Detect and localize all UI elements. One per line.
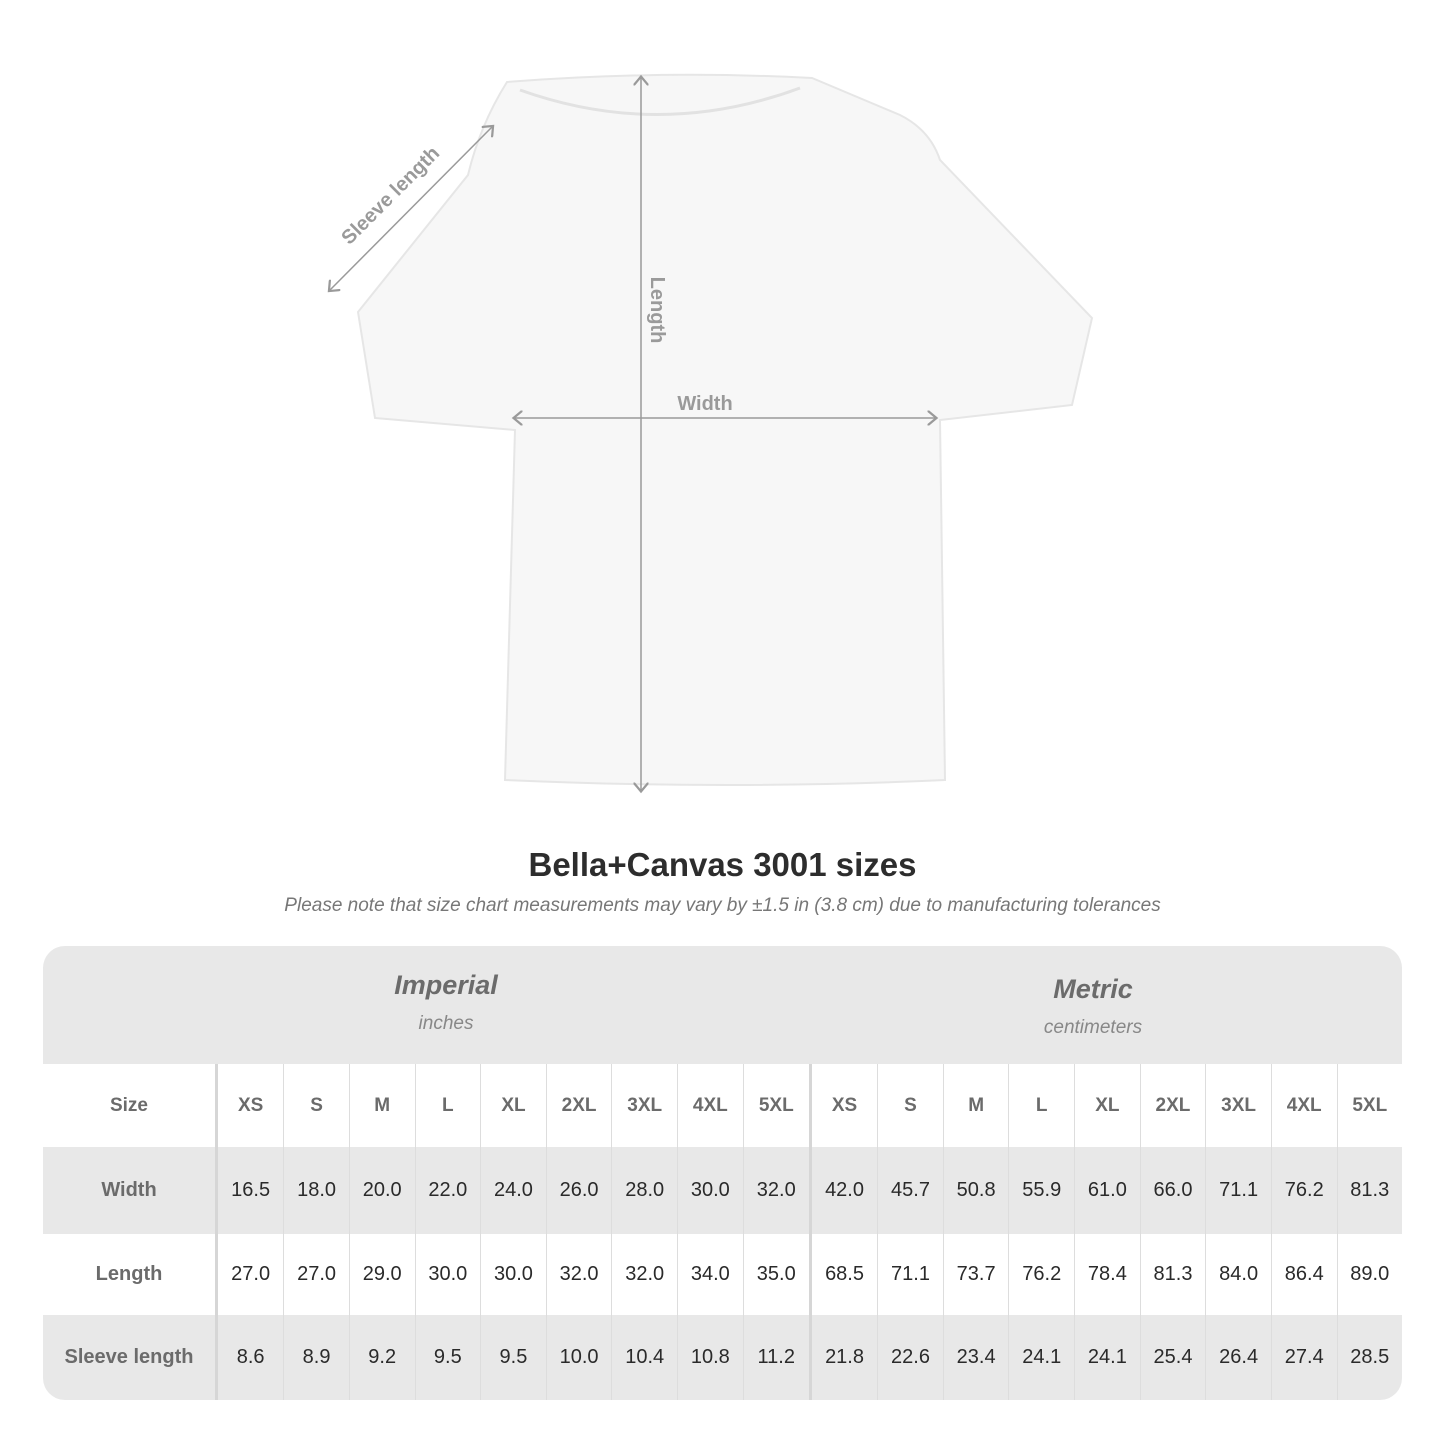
value-cell: 11.2 xyxy=(742,1315,811,1400)
value-cell: 8.9 xyxy=(283,1315,350,1400)
size-grid: Size XS S M L XL 2XL 3XL 4XL 5XL XS S M L XL 2XL 3XL 4XL 5… xyxy=(43,1064,1402,1400)
imperial-title: Imperial xyxy=(394,970,498,1000)
row-label: Length xyxy=(43,1234,218,1315)
collar xyxy=(519,86,801,116)
size-header-cell: M xyxy=(348,1064,416,1147)
size-header-cell: 5XL xyxy=(742,1064,811,1147)
value-cell: 28.0 xyxy=(611,1147,678,1234)
size-header-cell: 5XL xyxy=(1336,1064,1402,1147)
size-header-cell: XS xyxy=(808,1064,878,1147)
table-row: Length 27.0 27.0 29.0 30.0 30.0 32.0 32.0 34.0 35… xyxy=(43,1234,1402,1315)
value-cell: 10.0 xyxy=(545,1315,612,1400)
value-cell: 10.4 xyxy=(611,1315,678,1400)
value-cell: 10.8 xyxy=(677,1315,744,1400)
length-label: Length xyxy=(646,277,668,344)
value-cell: 27.0 xyxy=(283,1234,350,1315)
imperial-unit: inches xyxy=(418,1013,474,1034)
value-cell: 27.4 xyxy=(1270,1315,1338,1400)
size-header-cell: S xyxy=(877,1064,944,1147)
value-cell: 18.0 xyxy=(283,1147,350,1234)
value-cell: 76.2 xyxy=(1270,1147,1338,1234)
value-cell: 24.1 xyxy=(1074,1315,1141,1400)
tolerance-note: Please note that size chart measurements… xyxy=(284,895,1161,916)
imperial-header: Imperial inches xyxy=(216,970,676,1035)
value-cell: 55.9 xyxy=(1008,1147,1075,1234)
value-cell: 23.4 xyxy=(942,1315,1009,1400)
size-header-cell: 2XL xyxy=(545,1064,612,1147)
value-cell: 29.0 xyxy=(348,1234,416,1315)
table-row: Width 16.5 18.0 20.0 22.0 24.0 26.0 28.0 30.0 32.… xyxy=(43,1147,1402,1234)
value-cell: 22.6 xyxy=(877,1315,944,1400)
value-cell: 30.0 xyxy=(414,1234,481,1315)
value-cell: 71.1 xyxy=(1205,1147,1272,1234)
value-cell: 25.4 xyxy=(1139,1315,1206,1400)
tshirt-diagram: Sleeve length Length Width xyxy=(0,73,1094,830)
value-cell: 42.0 xyxy=(808,1147,878,1234)
size-header-cell: S xyxy=(283,1064,350,1147)
value-cell: 28.5 xyxy=(1336,1315,1402,1400)
tshirt-shape xyxy=(356,73,1094,786)
value-cell: 89.0 xyxy=(1336,1234,1402,1315)
size-header-cell: 3XL xyxy=(611,1064,678,1147)
size-header-cell: XS xyxy=(215,1064,284,1147)
value-cell: 66.0 xyxy=(1139,1147,1206,1234)
metric-header: Metric centimeters xyxy=(863,974,1323,1039)
value-cell: 16.5 xyxy=(215,1147,284,1234)
value-cell: 81.3 xyxy=(1336,1147,1402,1234)
width-label: Width xyxy=(677,393,732,415)
size-header-cell: 4XL xyxy=(677,1064,744,1147)
size-header-cell: 4XL xyxy=(1270,1064,1338,1147)
row-label: Width xyxy=(43,1147,218,1234)
value-cell: 30.0 xyxy=(480,1234,547,1315)
value-cell: 8.6 xyxy=(215,1315,284,1400)
size-header-cell: L xyxy=(414,1064,481,1147)
value-cell: 22.0 xyxy=(414,1147,481,1234)
value-cell: 84.0 xyxy=(1205,1234,1272,1315)
value-cell: 26.4 xyxy=(1205,1315,1272,1400)
size-header-cell: L xyxy=(1008,1064,1075,1147)
table-row: Sleeve length 8.6 8.9 9.2 9.5 9.5 10.0 10.4 10.8… xyxy=(43,1315,1402,1400)
value-cell: 68.5 xyxy=(808,1234,878,1315)
value-cell: 71.1 xyxy=(877,1234,944,1315)
row-label: Size xyxy=(43,1064,218,1147)
value-cell: 73.7 xyxy=(942,1234,1009,1315)
row-label: Sleeve length xyxy=(43,1315,218,1400)
value-cell: 32.0 xyxy=(742,1147,811,1234)
value-cell: 81.3 xyxy=(1139,1234,1206,1315)
value-cell: 9.5 xyxy=(414,1315,481,1400)
value-cell: 21.8 xyxy=(808,1315,878,1400)
value-cell: 20.0 xyxy=(348,1147,416,1234)
value-cell: 78.4 xyxy=(1074,1234,1141,1315)
metric-title: Metric xyxy=(1053,974,1133,1004)
size-row: Size XS S M L XL 2XL 3XL 4XL 5XL XS S M L XL 2XL 3XL 4XL 5… xyxy=(43,1064,1402,1147)
value-cell: 61.0 xyxy=(1074,1147,1141,1234)
value-cell: 32.0 xyxy=(611,1234,678,1315)
size-header-cell: 3XL xyxy=(1205,1064,1272,1147)
value-cell: 76.2 xyxy=(1008,1234,1075,1315)
value-cell: 34.0 xyxy=(677,1234,744,1315)
value-cell: 50.8 xyxy=(942,1147,1009,1234)
value-cell: 35.0 xyxy=(742,1234,811,1315)
value-cell: 9.2 xyxy=(348,1315,416,1400)
size-header-cell: M xyxy=(942,1064,1009,1147)
size-header-cell: XL xyxy=(1074,1064,1141,1147)
value-cell: 86.4 xyxy=(1270,1234,1338,1315)
value-cell: 26.0 xyxy=(545,1147,612,1234)
value-cell: 45.7 xyxy=(877,1147,944,1234)
size-table: Imperial inches Metric centimeters Size X… xyxy=(43,946,1402,1400)
unit-header: Imperial inches Metric centimeters xyxy=(43,946,1402,1064)
value-cell: 32.0 xyxy=(545,1234,612,1315)
chart-title: Bella+Canvas 3001 sizes xyxy=(528,846,917,883)
metric-unit: centimeters xyxy=(1043,1017,1143,1038)
value-cell: 24.1 xyxy=(1008,1315,1075,1400)
size-header-cell: XL xyxy=(480,1064,547,1147)
sleeve-length-line xyxy=(330,127,492,290)
value-cell: 24.0 xyxy=(480,1147,547,1234)
value-cell: 9.5 xyxy=(480,1315,547,1400)
value-cell: 27.0 xyxy=(215,1234,284,1315)
value-cell: 30.0 xyxy=(677,1147,744,1234)
size-header-cell: 2XL xyxy=(1139,1064,1206,1147)
